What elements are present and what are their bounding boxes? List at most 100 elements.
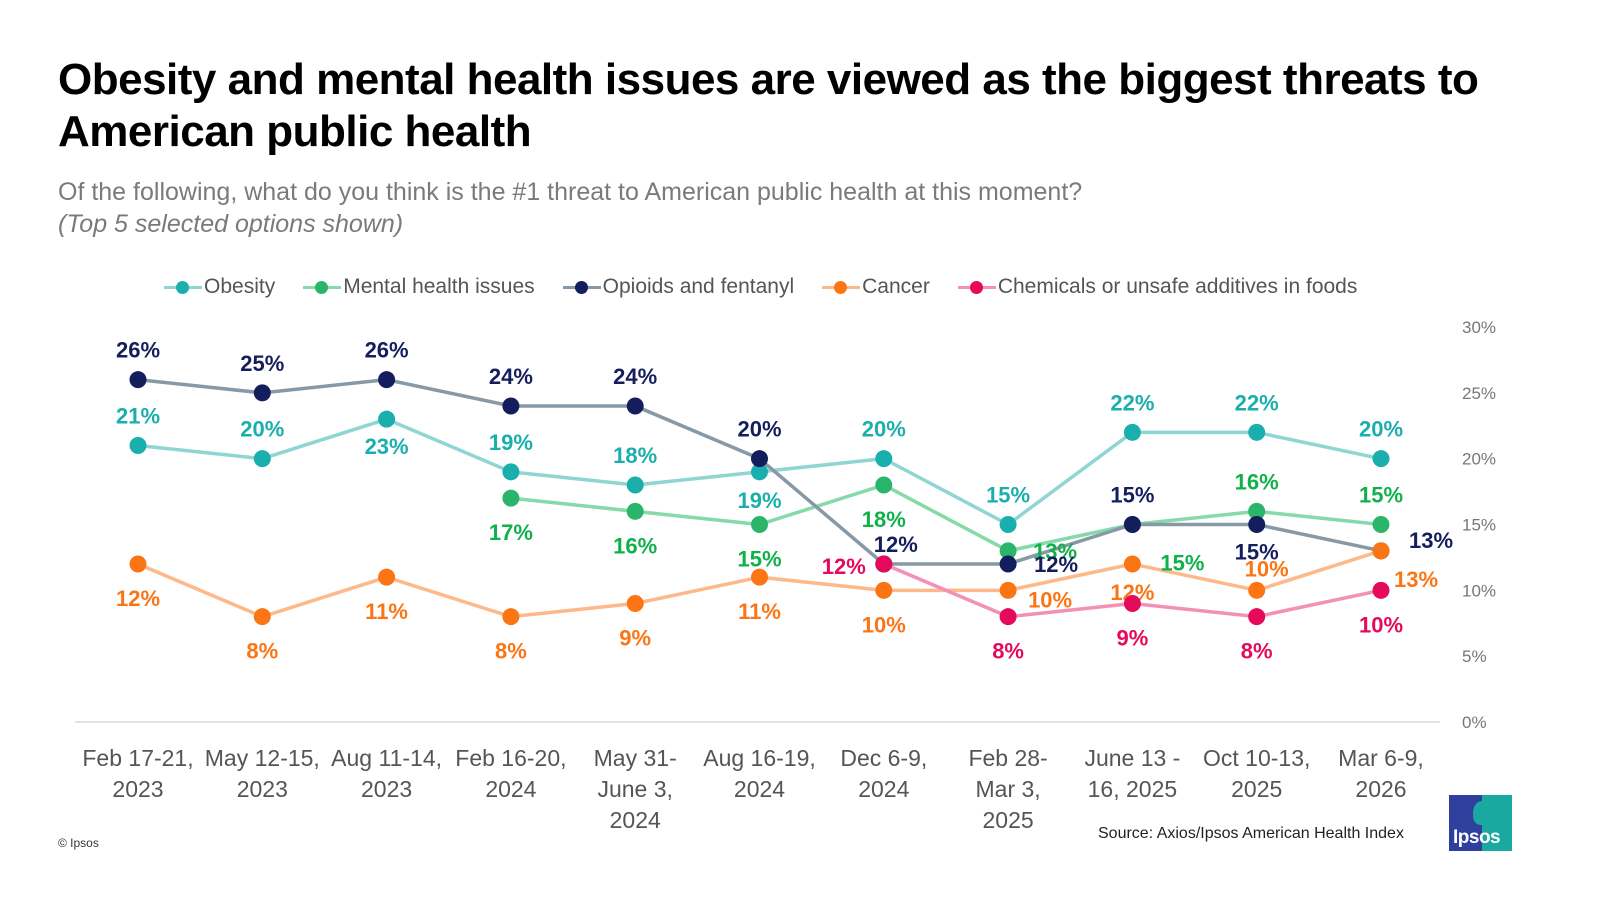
legend-label: Obesity — [204, 275, 276, 298]
y-tick-label: 5% — [1462, 647, 1487, 666]
data-point — [378, 410, 396, 428]
legend-item: Chemicals or unsafe additives in foods — [957, 275, 1358, 299]
legend-marker-icon — [822, 277, 861, 297]
y-tick-label: 10% — [1462, 581, 1496, 600]
data-point — [1123, 516, 1141, 533]
data-label: 23% — [365, 434, 409, 459]
data-point — [378, 371, 396, 389]
legend-item: Opioids and fentanyl — [562, 275, 795, 299]
data-label: 13% — [1033, 539, 1077, 564]
x-tick-label: Dec 6-9, — [840, 745, 927, 771]
data-label: 26% — [365, 338, 409, 363]
x-tick-label: 2025 — [1231, 776, 1282, 802]
data-label: 10% — [1028, 587, 1072, 612]
data-point — [1123, 595, 1141, 612]
data-point — [875, 555, 893, 573]
x-tick-label: June 3, — [597, 776, 672, 802]
data-point — [502, 608, 520, 626]
data-point — [1372, 450, 1390, 468]
data-point — [1248, 581, 1266, 599]
x-tick-label: Aug 11-14, — [331, 745, 442, 771]
data-label: 15% — [737, 547, 781, 572]
legend-label: Opioids and fentanyl — [602, 275, 795, 298]
x-tick-label: 2023 — [237, 776, 288, 802]
data-point — [129, 371, 147, 389]
data-label: 20% — [737, 417, 781, 442]
data-point — [502, 397, 520, 415]
legend-label: Chemicals or unsafe additives in foods — [997, 275, 1358, 298]
data-label: 18% — [613, 443, 657, 468]
data-point — [626, 502, 644, 520]
data-label: 15% — [986, 483, 1030, 508]
data-label: 15% — [1110, 483, 1154, 508]
data-point — [875, 581, 893, 599]
legend-marker-icon — [164, 277, 202, 297]
legend-marker-icon — [957, 277, 996, 297]
data-label: 25% — [240, 351, 284, 376]
data-point — [626, 397, 644, 415]
data-point — [751, 450, 768, 468]
data-label: 19% — [489, 430, 533, 455]
data-point — [253, 384, 271, 402]
data-label: 20% — [1359, 417, 1403, 442]
data-point — [1372, 516, 1390, 533]
data-point — [999, 555, 1017, 573]
chart-subtitle: Of the following, what do you think is t… — [58, 176, 1082, 240]
data-point — [999, 516, 1017, 533]
data-label: 12% — [1034, 552, 1078, 577]
data-label: 9% — [1117, 626, 1149, 651]
data-label: 8% — [1241, 639, 1273, 664]
x-tick-label: Aug 16-19, — [703, 745, 816, 771]
data-point — [129, 555, 147, 573]
chart-title: Obesity and mental health issues are vie… — [58, 55, 1479, 156]
subtitle-note: (Top 5 selected options shown) — [58, 210, 404, 238]
data-point — [502, 463, 520, 481]
series-line-mental-health-issues — [510, 483, 1382, 553]
data-label: 19% — [737, 488, 781, 513]
data-point — [1123, 423, 1141, 441]
x-tick-label: Feb 28- — [968, 745, 1047, 771]
data-label: 15% — [1235, 540, 1279, 565]
x-tick-label: 2026 — [1355, 776, 1406, 802]
data-point — [875, 450, 893, 468]
data-point — [1248, 423, 1266, 441]
legend-label: Cancer — [862, 275, 930, 298]
x-tick-label: Mar 6-9, — [1338, 745, 1424, 771]
data-label: 22% — [1235, 390, 1279, 415]
data-label: 20% — [862, 417, 906, 442]
data-point — [626, 595, 644, 612]
data-label: 24% — [613, 364, 657, 389]
x-tick-label: 2024 — [734, 776, 785, 802]
data-point — [1372, 581, 1390, 599]
data-label: 10% — [862, 612, 906, 637]
data-label: 12% — [822, 554, 866, 579]
data-label: 17% — [489, 520, 533, 545]
data-label: 26% — [116, 338, 160, 363]
logo-text: Ipsos — [1453, 827, 1501, 848]
x-tick-label: 2025 — [983, 807, 1034, 833]
data-point — [626, 476, 644, 494]
data-label: 15% — [1160, 551, 1204, 576]
data-point — [253, 608, 271, 626]
data-point — [751, 568, 768, 586]
data-label: 8% — [495, 639, 527, 664]
data-label: 18% — [862, 507, 906, 532]
legend-item: Obesity — [164, 275, 275, 299]
copyright: © Ipsos — [58, 836, 99, 850]
legend: Obesity Mental health issues Opioids and f… — [164, 275, 1357, 299]
data-point — [1248, 502, 1266, 520]
legend-label: Mental health issues — [343, 275, 535, 298]
source-note: Source: Axios/Ipsos American Health Inde… — [1098, 825, 1404, 842]
x-tick-label: 2023 — [361, 776, 412, 802]
data-point — [999, 542, 1017, 560]
x-tick-label: 2023 — [112, 776, 163, 802]
data-label: 9% — [619, 626, 651, 651]
data-label: 8% — [992, 639, 1024, 664]
data-point — [875, 476, 893, 494]
data-point — [999, 581, 1017, 599]
x-tick-label: 2024 — [485, 776, 536, 802]
y-tick-label: 0% — [1462, 713, 1487, 732]
data-point — [502, 489, 520, 507]
x-tick-label: May 12-15, — [205, 745, 320, 771]
